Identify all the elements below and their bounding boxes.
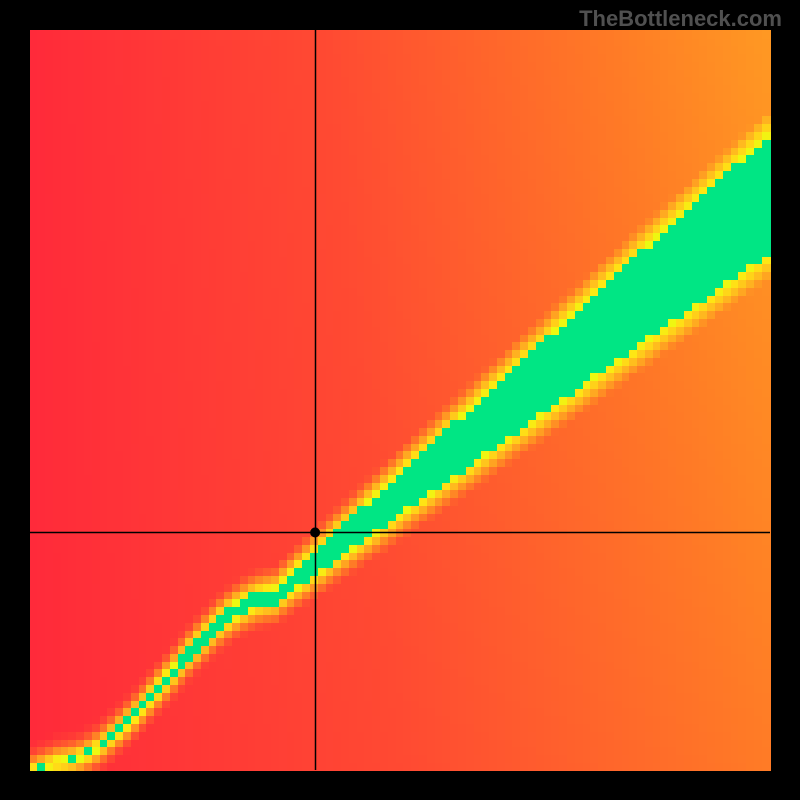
heatmap-canvas [0,0,800,800]
watermark-text: TheBottleneck.com [579,6,782,32]
chart-container: TheBottleneck.com [0,0,800,800]
